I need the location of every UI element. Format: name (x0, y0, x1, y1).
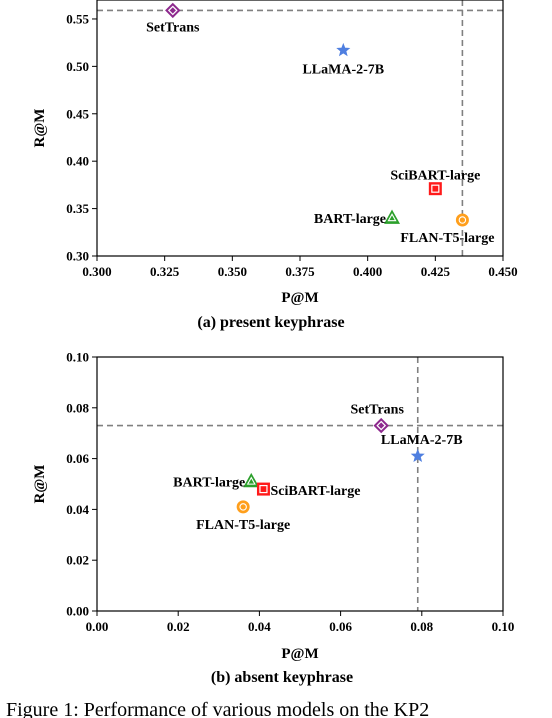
y-tick-label: 0.30 (66, 249, 89, 264)
point-bart-large-inner (246, 476, 256, 485)
point-settrans-inner (376, 420, 387, 431)
x-tick-label: 0.400 (353, 264, 382, 279)
point-label-flan-t5-large: FLAN-T5-large (400, 231, 494, 246)
chart-caption-present: (a) present keyphrase (197, 314, 344, 331)
x-tick-label: 0.00 (86, 619, 109, 634)
y-axis-label: R@M (32, 465, 48, 504)
point-label-llama-2-7b: LLaMA-2-7B (302, 62, 384, 77)
point-flan-t5-large (455, 213, 469, 227)
y-tick-label: 0.50 (66, 59, 89, 74)
point-scibart-large (256, 482, 270, 496)
y-tick-label: 0.08 (66, 400, 89, 415)
point-bart-large (243, 472, 260, 488)
figure-caption: Figure 1: Performance of various models … (6, 699, 429, 718)
chart-present-keyphrase: 0.300 0.325 0.350 0.375 0.400 0.425 0.450 0.30 0… (32, 0, 518, 306)
point-flan-t5-large-inner (458, 216, 467, 224)
x-axis-label: P@M (281, 646, 318, 662)
x-axis-label: P@M (281, 290, 318, 306)
point-label-flan-t5-large: FLAN-T5-large (196, 518, 290, 533)
point-scibart-large-inner (259, 484, 268, 494)
y-tick-label: 0.40 (66, 154, 89, 169)
chart-absent-keyphrase: 0.00 0.02 0.04 0.06 0.08 0.10 0.00 0.02 0.04 0.06… (32, 350, 514, 663)
x-tick-label: 0.350 (218, 264, 247, 279)
y-axis-label: R@M (32, 109, 48, 148)
x-tick-label: 0.04 (248, 619, 271, 634)
point-label-bart-large: BART-large (173, 475, 245, 490)
x-tick-label: 0.06 (329, 619, 352, 634)
point-flan-t5-large (236, 500, 250, 514)
point-settrans (373, 417, 389, 434)
point-settrans (165, 2, 181, 19)
point-flan-t5-large-inner (239, 503, 247, 511)
point-scibart-large-inner (431, 184, 440, 193)
x-tick-label: 0.450 (488, 264, 517, 279)
y-tick-label: 0.00 (66, 604, 89, 619)
y-tick-label: 0.55 (66, 11, 89, 26)
plot-frame (96, 356, 504, 612)
y-tick-label: 0.02 (66, 553, 89, 568)
x-tick-label: 0.08 (410, 619, 433, 634)
y-tick-label: 0.10 (66, 350, 89, 365)
x-tick-label: 0.300 (82, 264, 111, 279)
point-label-bart-large: BART-large (314, 212, 386, 227)
point-label-settrans: SetTrans (146, 20, 200, 35)
x-tick-label: 0.325 (150, 264, 180, 279)
y-tick-label: 0.45 (66, 106, 89, 121)
point-label-scibart-large: SciBART-large (270, 484, 360, 499)
point-llama-2-7b (410, 448, 425, 463)
point-label-settrans: SetTrans (350, 403, 404, 418)
point-bart-large-inner (387, 213, 397, 222)
point-settrans-inner (167, 5, 178, 16)
point-label-llama-2-7b: LLaMA-2-7B (381, 433, 463, 448)
y-tick-label: 0.04 (66, 502, 89, 517)
point-llama-2-7b (336, 42, 351, 57)
y-tick-label: 0.35 (66, 201, 89, 216)
x-tick-label: 0.375 (285, 264, 315, 279)
point-scibart-large (428, 182, 442, 196)
point-bart-large (384, 209, 401, 224)
x-tick-label: 0.10 (492, 619, 515, 634)
x-tick-label: 0.02 (167, 619, 190, 634)
y-tick-label: 0.06 (66, 451, 89, 466)
point-label-scibart-large: SciBART-large (390, 169, 480, 184)
plot-frame (96, 0, 504, 257)
chart-caption-absent: (b) absent keyphrase (211, 669, 353, 686)
x-tick-label: 0.425 (421, 264, 451, 279)
